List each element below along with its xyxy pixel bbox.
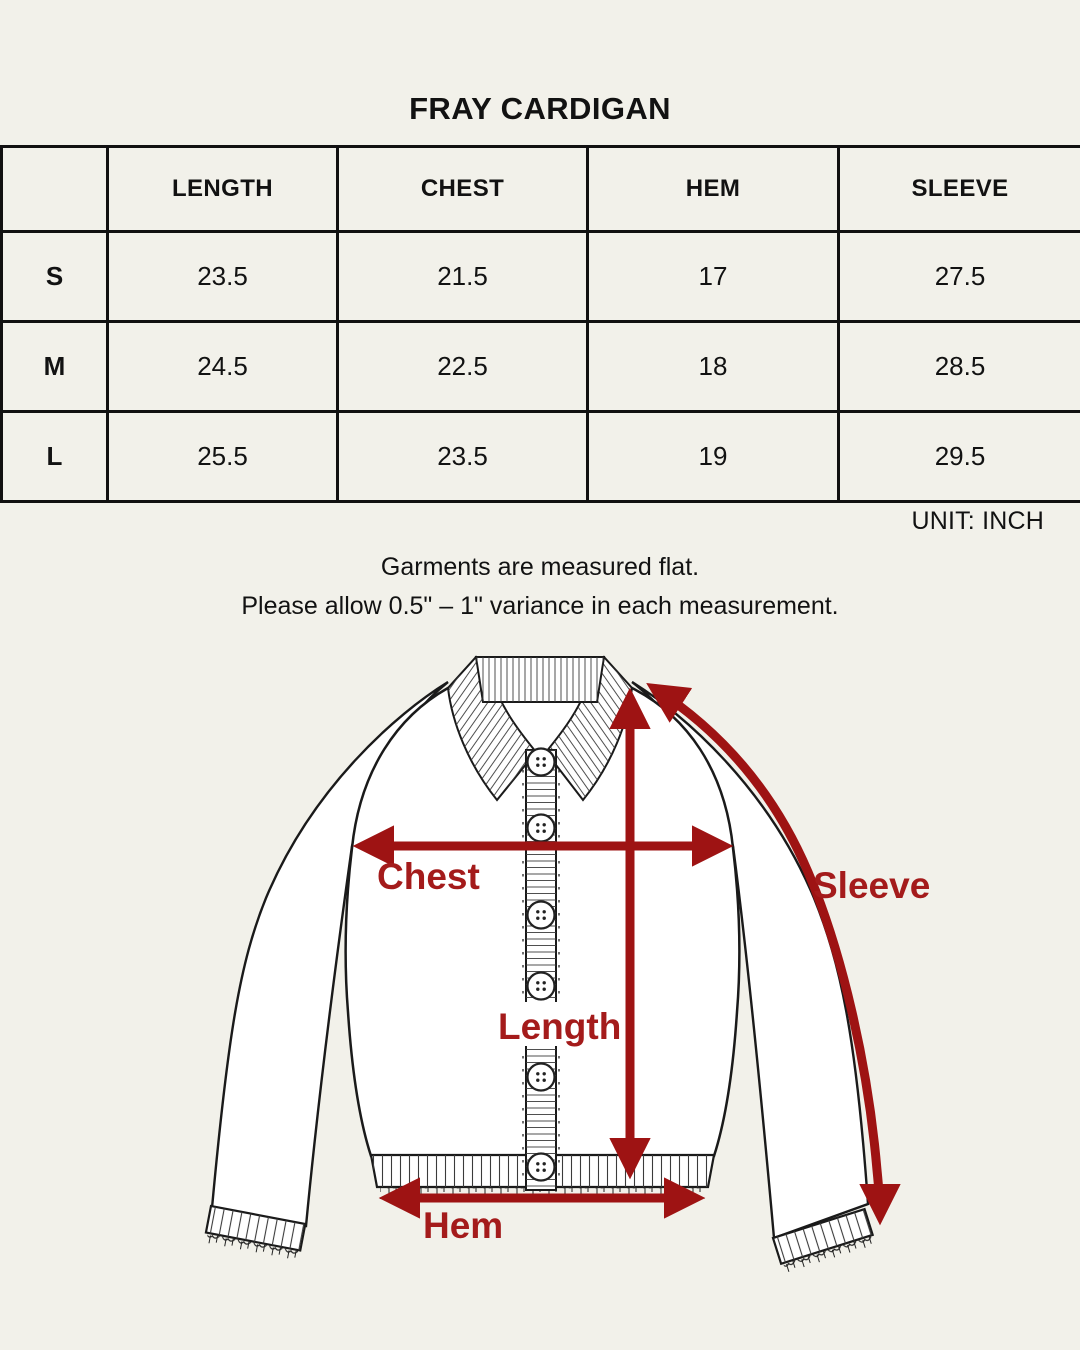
button-placket — [522, 747, 560, 1191]
sleeve-arrow — [646, 682, 901, 1226]
header-row: LENGTH CHEST HEM SLEEVE — [0, 145, 1080, 233]
value-s-length: 23.5 — [106, 230, 339, 323]
button — [526, 900, 556, 930]
value-m-length: 24.5 — [106, 320, 339, 413]
chest-column-header: CHEST — [336, 145, 589, 233]
left-cuff — [204, 1204, 307, 1263]
value-s-chest: 21.5 — [336, 230, 589, 323]
size-label-l: L — [0, 410, 109, 503]
button — [526, 1152, 556, 1182]
right-sleeve — [631, 680, 870, 1240]
button — [526, 813, 556, 843]
collar-band — [474, 656, 606, 703]
collar — [446, 655, 634, 802]
value-s-hem: 17 — [586, 230, 840, 323]
value-l-length: 25.5 — [106, 410, 339, 503]
size-chart-table: LENGTH CHEST HEM SLEEVE S 23.5 21.5 17 2… — [0, 145, 1080, 503]
hem-label: Hem — [423, 1205, 503, 1246]
value-l-chest: 23.5 — [336, 410, 589, 503]
page-title: FRAY CARDIGAN — [409, 91, 671, 126]
unit-note: UNIT: INCH — [911, 507, 1044, 535]
corner-header-cell — [0, 145, 109, 233]
button — [526, 747, 556, 777]
measurement-annotations — [352, 682, 901, 1226]
table-row-size-l: L 25.5 23.5 19 29.5 — [0, 410, 1080, 503]
measurement-labels: Chest Length Hem Sleeve — [377, 856, 930, 1246]
value-s-sleeve: 27.5 — [837, 230, 1080, 323]
button — [526, 971, 556, 1001]
length-label: Length — [498, 1006, 621, 1047]
sleeve-column-header: SLEEVE — [837, 145, 1080, 233]
table-row-size-m: M 24.5 22.5 18 28.5 — [0, 320, 1080, 413]
measurement-notes: Garments are measured flat. Please allow… — [0, 548, 1080, 626]
length-column-header: LENGTH — [106, 145, 339, 233]
right-cuff — [771, 1207, 875, 1276]
right-lapel — [544, 655, 634, 802]
sleeve-label: Sleeve — [813, 865, 930, 906]
value-l-hem: 19 — [586, 410, 840, 503]
table-row-size-s: S 23.5 21.5 17 27.5 — [0, 230, 1080, 323]
note-line-1: Garments are measured flat. — [380, 553, 700, 581]
value-m-sleeve: 28.5 — [837, 320, 1080, 413]
cardigan-body — [344, 686, 741, 1158]
value-m-hem: 18 — [586, 320, 840, 413]
hem-band — [369, 1153, 716, 1199]
size-label-m: M — [0, 320, 109, 413]
length-label-backdrop — [492, 1002, 620, 1046]
size-label-s: S — [0, 230, 109, 323]
button — [526, 1062, 556, 1092]
left-sleeve — [210, 680, 449, 1228]
hem-column-header: HEM — [586, 145, 840, 233]
note-line-2: Please allow 0.5" – 1" variance in each … — [241, 592, 839, 620]
value-l-sleeve: 29.5 — [837, 410, 1080, 503]
value-m-chest: 22.5 — [336, 320, 589, 413]
chest-label: Chest — [377, 856, 480, 897]
left-lapel — [446, 655, 538, 802]
